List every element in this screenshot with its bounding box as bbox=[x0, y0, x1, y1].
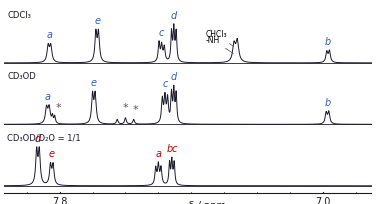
Text: b: b bbox=[324, 98, 331, 108]
Text: c: c bbox=[162, 79, 168, 89]
Text: d: d bbox=[171, 11, 177, 21]
Text: *: * bbox=[133, 105, 138, 115]
Text: c: c bbox=[171, 144, 177, 154]
Text: e: e bbox=[49, 149, 55, 159]
Text: CHCl₃: CHCl₃ bbox=[206, 30, 233, 46]
Text: c: c bbox=[159, 28, 164, 38]
Text: a: a bbox=[155, 149, 161, 159]
Text: -NH: -NH bbox=[206, 36, 233, 53]
Text: b: b bbox=[167, 144, 173, 154]
Text: CD₃OD/D₂O = 1/1: CD₃OD/D₂O = 1/1 bbox=[8, 134, 81, 143]
Text: e: e bbox=[94, 16, 100, 26]
Text: a: a bbox=[45, 92, 51, 102]
Text: CD₃OD: CD₃OD bbox=[8, 72, 36, 81]
Text: 7.0: 7.0 bbox=[315, 197, 331, 204]
Text: *: * bbox=[56, 103, 62, 113]
Text: δ / ppm: δ / ppm bbox=[188, 201, 225, 204]
Text: CDCl₃: CDCl₃ bbox=[8, 11, 31, 20]
Text: d: d bbox=[171, 72, 177, 82]
Text: e: e bbox=[91, 78, 97, 88]
Text: b: b bbox=[325, 37, 331, 47]
Text: d: d bbox=[35, 133, 41, 143]
Text: 7.8: 7.8 bbox=[52, 197, 67, 204]
Text: *: * bbox=[123, 103, 128, 113]
Text: a: a bbox=[47, 30, 53, 40]
